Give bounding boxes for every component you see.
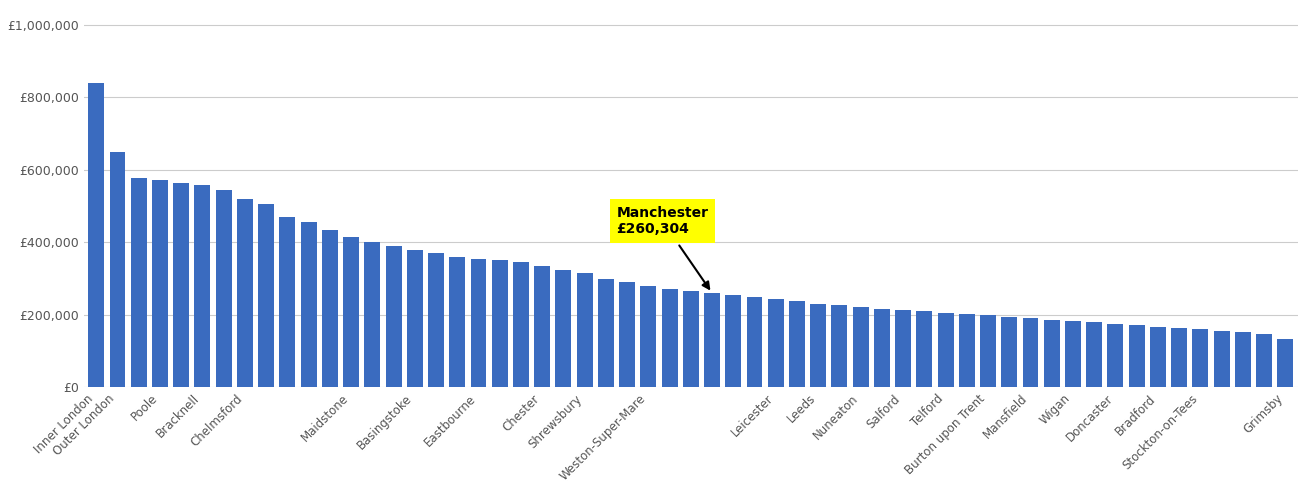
Bar xyxy=(89,83,104,387)
Bar xyxy=(1235,332,1250,387)
Bar xyxy=(1214,331,1229,387)
Bar xyxy=(1065,321,1081,387)
Bar xyxy=(641,286,656,387)
Bar xyxy=(874,309,890,387)
Bar xyxy=(534,266,551,387)
Bar xyxy=(1129,325,1144,387)
Bar xyxy=(492,261,508,387)
Bar xyxy=(556,270,572,387)
Bar xyxy=(1044,319,1060,387)
Bar xyxy=(1193,329,1208,387)
Bar xyxy=(1257,334,1272,387)
Bar xyxy=(407,249,423,387)
Bar xyxy=(1171,328,1188,387)
Bar xyxy=(279,217,295,387)
Bar xyxy=(683,291,698,387)
Bar xyxy=(980,315,996,387)
Bar xyxy=(916,311,932,387)
Bar xyxy=(238,199,253,387)
Bar xyxy=(1086,322,1103,387)
Bar xyxy=(895,310,911,387)
Bar xyxy=(322,230,338,387)
Bar xyxy=(790,301,805,387)
Bar xyxy=(385,246,402,387)
Bar xyxy=(1278,339,1293,387)
Bar xyxy=(258,204,274,387)
Bar xyxy=(343,237,359,387)
Bar xyxy=(598,279,613,387)
Bar xyxy=(937,313,954,387)
Bar xyxy=(1001,317,1018,387)
Bar xyxy=(1023,318,1039,387)
Bar xyxy=(151,180,168,387)
Bar xyxy=(364,243,380,387)
Bar xyxy=(705,293,720,387)
Bar xyxy=(959,314,975,387)
Bar xyxy=(1150,327,1165,387)
Text: Manchester
£260,304: Manchester £260,304 xyxy=(616,206,709,289)
Bar xyxy=(619,282,636,387)
Bar xyxy=(852,307,869,387)
Bar xyxy=(215,190,232,387)
Bar xyxy=(726,295,741,387)
Bar xyxy=(471,259,487,387)
Bar xyxy=(194,185,210,387)
Bar xyxy=(1108,324,1124,387)
Bar xyxy=(577,273,592,387)
Bar xyxy=(300,222,317,387)
Bar xyxy=(513,262,529,387)
Bar xyxy=(174,183,189,387)
Bar xyxy=(831,305,847,387)
Bar xyxy=(449,257,465,387)
Bar xyxy=(130,178,146,387)
Bar xyxy=(662,289,677,387)
Bar xyxy=(428,253,444,387)
Bar xyxy=(746,297,762,387)
Bar xyxy=(767,299,784,387)
Bar xyxy=(110,152,125,387)
Bar xyxy=(810,304,826,387)
